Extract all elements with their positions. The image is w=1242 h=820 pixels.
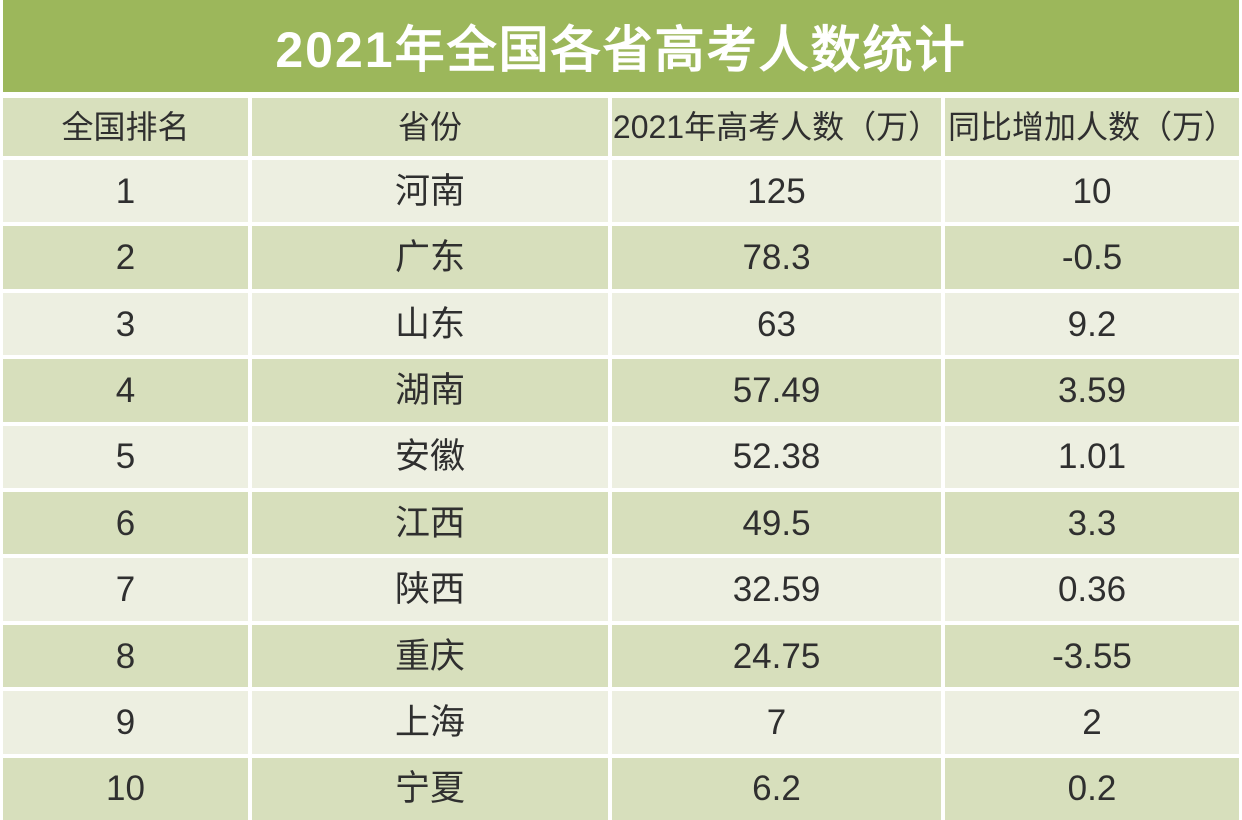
rank-cell: 4 xyxy=(3,359,248,422)
rank-cell: 6 xyxy=(3,492,248,555)
header-yoy-change: 同比增加人数（万） xyxy=(945,98,1239,156)
gaokao-count-cell: 57.49 xyxy=(612,359,941,422)
province-cell: 宁夏 xyxy=(252,757,608,820)
table-row: 4 湖南 57.49 3.59 xyxy=(3,359,1239,422)
table-row: 8 重庆 24.75 -3.55 xyxy=(3,624,1239,688)
table-row: 7 陕西 32.59 0.36 xyxy=(3,558,1239,621)
rank-cell: 1 xyxy=(3,160,248,223)
province-cell: 安徽 xyxy=(252,425,608,489)
gaokao-count-cell: 49.5 xyxy=(612,492,941,555)
header-province: 省份 xyxy=(252,98,608,156)
table-row: 6 江西 49.5 3.3 xyxy=(3,492,1239,555)
header-rank: 全国排名 xyxy=(3,98,248,156)
province-cell: 陕西 xyxy=(252,558,608,621)
yoy-change-cell: -0.5 xyxy=(945,226,1239,289)
rank-cell: 9 xyxy=(3,691,248,754)
table-row: 1 河南 125 10 xyxy=(3,160,1239,223)
province-cell: 江西 xyxy=(252,492,608,555)
yoy-change-cell: 1.01 xyxy=(945,425,1239,489)
gaokao-count-cell: 63 xyxy=(612,292,941,356)
table-row: 9 上海 7 2 xyxy=(3,691,1239,754)
rank-cell: 8 xyxy=(3,624,248,688)
gaokao-count-cell: 125 xyxy=(612,160,941,223)
province-cell: 上海 xyxy=(252,691,608,754)
rank-cell: 10 xyxy=(3,757,248,820)
province-cell: 山东 xyxy=(252,292,608,356)
gaokao-count-cell: 78.3 xyxy=(612,226,941,289)
table-row: 5 安徽 52.38 1.01 xyxy=(3,425,1239,489)
rank-cell: 2 xyxy=(3,226,248,289)
gaokao-count-cell: 7 xyxy=(612,691,941,754)
table-row: 10 宁夏 6.2 0.2 xyxy=(3,757,1239,820)
yoy-change-cell: 9.2 xyxy=(945,292,1239,356)
province-cell: 重庆 xyxy=(252,624,608,688)
rank-cell: 5 xyxy=(3,425,248,489)
province-cell: 湖南 xyxy=(252,359,608,422)
gaokao-count-cell: 32.59 xyxy=(612,558,941,621)
table-row: 2 广东 78.3 -0.5 xyxy=(3,226,1239,289)
yoy-change-cell: 2 xyxy=(945,691,1239,754)
table-row: 3 山东 63 9.2 xyxy=(3,292,1239,356)
table-header-row: 全国排名 省份 2021年高考人数（万） 同比增加人数（万） xyxy=(3,98,1239,156)
header-gaokao-count: 2021年高考人数（万） xyxy=(612,98,941,156)
yoy-change-cell: 0.36 xyxy=(945,558,1239,621)
yoy-change-cell: 3.3 xyxy=(945,492,1239,555)
yoy-change-cell: 10 xyxy=(945,160,1239,223)
province-cell: 河南 xyxy=(252,160,608,223)
rank-cell: 7 xyxy=(3,558,248,621)
yoy-change-cell: 3.59 xyxy=(945,359,1239,422)
page-title: 2021年全国各省高考人数统计 xyxy=(3,0,1239,92)
gaokao-count-cell: 24.75 xyxy=(612,624,941,688)
gaokao-count-cell: 52.38 xyxy=(612,425,941,489)
rank-cell: 3 xyxy=(3,292,248,356)
province-cell: 广东 xyxy=(252,226,608,289)
data-table: 全国排名 省份 2021年高考人数（万） 同比增加人数（万） 1 河南 125 … xyxy=(3,98,1239,820)
gaokao-count-cell: 6.2 xyxy=(612,757,941,820)
yoy-change-cell: 0.2 xyxy=(945,757,1239,820)
yoy-change-cell: -3.55 xyxy=(945,624,1239,688)
